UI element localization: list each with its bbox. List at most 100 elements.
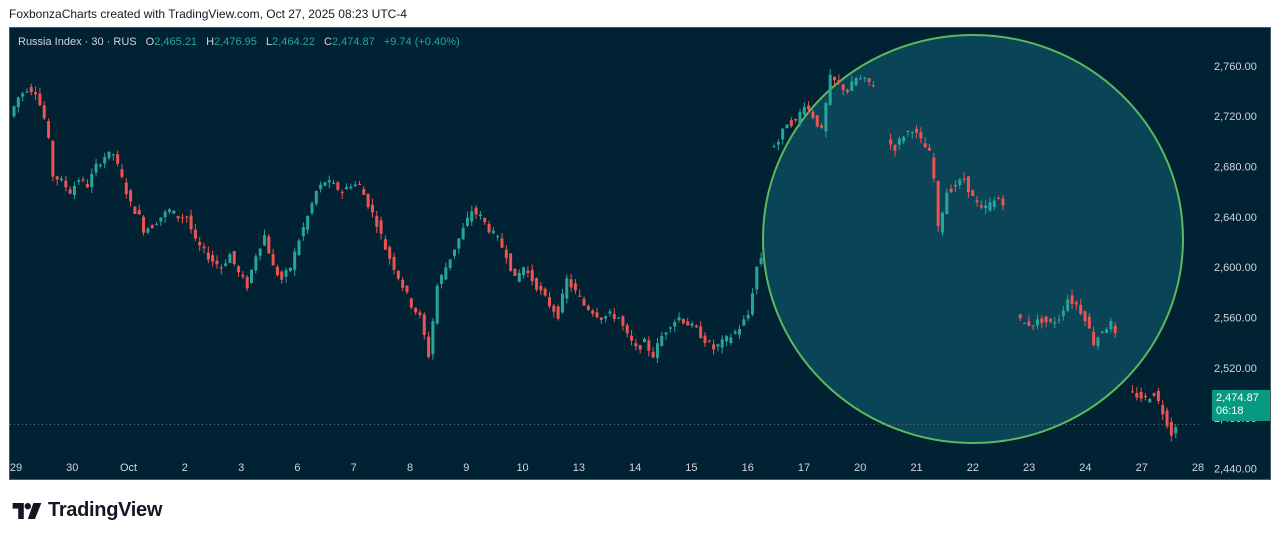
candle-body — [1040, 318, 1044, 323]
candle-body — [504, 249, 508, 259]
candlestick-chart[interactable]: 2,760.00 2,720.00 2,680.00 2,640.00 2,600.00… — [10, 28, 1271, 480]
candle-body — [802, 106, 806, 115]
candle-body — [366, 193, 370, 208]
candle-body — [401, 279, 405, 288]
candle-body — [1165, 410, 1169, 427]
candle-body — [837, 80, 841, 83]
candle-body — [703, 335, 707, 343]
candle-body — [729, 337, 733, 344]
candle-body — [828, 74, 832, 105]
candle-body — [712, 344, 716, 350]
candle-body — [1156, 390, 1160, 402]
candle-body — [288, 267, 292, 272]
candle-body — [107, 151, 111, 159]
candle-body — [509, 253, 513, 271]
symbol-name[interactable]: Russia Index · 30 · RUS — [18, 36, 137, 48]
candle-body — [552, 305, 556, 312]
x-tick-label: 20 — [854, 462, 866, 474]
candle-body — [526, 270, 530, 273]
candle-body — [353, 184, 357, 186]
candle-body — [1074, 302, 1078, 305]
candle-body — [681, 318, 685, 324]
last-price-value: 2,474.87 — [1216, 392, 1259, 404]
candle-body — [750, 293, 754, 315]
candle-body — [591, 310, 595, 314]
candle-body — [547, 297, 551, 307]
candle-body — [638, 345, 642, 350]
candle-body — [478, 214, 482, 217]
candle-body — [232, 251, 236, 264]
open-value: 2,465.21 — [154, 36, 198, 48]
candle-body — [1100, 331, 1104, 333]
candle-body — [863, 77, 867, 79]
candle-body — [1027, 321, 1031, 326]
tradingview-logo[interactable]: TradingView — [12, 499, 162, 522]
candle-body — [1061, 310, 1065, 316]
candle-body — [314, 191, 318, 204]
candle-body — [1148, 399, 1152, 403]
candle-body — [738, 329, 742, 335]
candle-body — [159, 217, 163, 222]
candle-body — [664, 332, 668, 335]
low-value: 2,464.22 — [272, 36, 315, 48]
candle-body — [1109, 321, 1113, 330]
candle-body — [902, 136, 906, 142]
tradingview-wordmark: TradingView — [48, 499, 163, 521]
change-value: +9.74 (+0.40%) — [383, 36, 460, 48]
candle-body — [936, 181, 940, 226]
candle-body — [565, 278, 569, 299]
candle-body — [997, 198, 1001, 200]
candle-body — [297, 240, 301, 255]
x-tick-label: Oct — [120, 462, 137, 474]
candle-body — [405, 285, 409, 293]
candle-body — [919, 132, 923, 139]
candle-body — [60, 178, 64, 181]
candle-body — [172, 210, 176, 214]
candle-body — [867, 78, 871, 82]
candle-body — [733, 331, 737, 334]
candle-body — [427, 336, 431, 358]
tradingview-logo-icon — [12, 502, 42, 519]
x-tick-label: 16 — [742, 462, 754, 474]
candle-body — [824, 103, 828, 132]
candle-body — [655, 343, 659, 359]
candle-body — [349, 186, 353, 189]
candle-body — [167, 209, 171, 212]
candle-body — [833, 76, 837, 81]
x-tick-label: 24 — [1079, 462, 1091, 474]
chart-panel[interactable]: 2,760.00 2,720.00 2,680.00 2,640.00 2,600.00… — [9, 27, 1271, 480]
candle-body — [262, 235, 266, 246]
candle-body — [599, 317, 603, 320]
candle-body — [206, 252, 210, 260]
bar-countdown: 06:18 — [1216, 405, 1244, 417]
candle-body — [1174, 427, 1178, 434]
candle-body — [435, 285, 439, 324]
x-tick-label: 29 — [10, 462, 22, 474]
candle-body — [340, 191, 344, 193]
candle-body — [871, 85, 875, 87]
candle-body — [487, 223, 491, 233]
candle-body — [444, 267, 448, 280]
candle-body — [686, 321, 690, 326]
x-tick-label: 30 — [66, 462, 78, 474]
candle-body — [742, 319, 746, 326]
candle-body — [500, 238, 504, 248]
candle-body — [1139, 392, 1143, 399]
candle-body — [81, 179, 85, 181]
candle-body — [150, 225, 154, 229]
y-tick-label: 2,640.00 — [1214, 212, 1257, 224]
candle-body — [103, 157, 107, 164]
candle-body — [699, 326, 703, 339]
open-label: O — [145, 36, 155, 48]
candle-body — [245, 277, 249, 289]
candle-body — [630, 335, 634, 341]
y-tick-label: 2,760.00 — [1214, 61, 1257, 73]
candle-body — [582, 298, 586, 306]
candle-body — [129, 190, 133, 202]
candle-body — [392, 256, 396, 270]
y-tick-label: 2,600.00 — [1214, 262, 1257, 274]
candle-body — [90, 173, 94, 188]
candle-body — [539, 285, 543, 291]
chart-credit: FoxbonzaCharts created with TradingView.… — [9, 7, 407, 21]
candle-body — [422, 314, 426, 335]
